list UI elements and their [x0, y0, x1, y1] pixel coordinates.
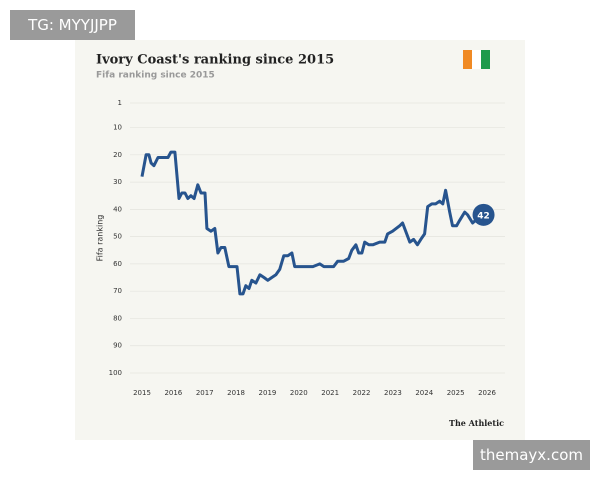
chart-card — [75, 40, 525, 440]
y-tick-label: 20 — [113, 151, 122, 159]
end-label: 42 — [477, 211, 490, 221]
y-tick-label: 1 — [118, 99, 122, 107]
y-tick-label: 30 — [113, 178, 122, 186]
chart: Ivory Coast's ranking since 2015 Fifa ra… — [75, 40, 525, 440]
y-tick-label: 70 — [113, 287, 122, 295]
x-tick-label: 2022 — [353, 389, 371, 397]
x-tick-label: 2015 — [133, 389, 151, 397]
x-tick-label: 2018 — [227, 389, 245, 397]
x-tick-label: 2019 — [259, 389, 277, 397]
line — [140, 150, 485, 296]
y-tick-label: 100 — [109, 369, 122, 377]
y-tick-label: 10 — [113, 124, 122, 132]
flag — [463, 50, 490, 69]
y-axis-label: Fifa ranking — [96, 215, 105, 262]
chart-title: Ivory Coast's ranking since 2015 — [96, 53, 334, 68]
x-tick-label: 2021 — [321, 389, 339, 397]
watermark: TG: MYYJJPP — [10, 10, 135, 40]
end-marker — [472, 203, 495, 226]
x-tick-label: 2023 — [384, 389, 402, 397]
source: The Athletic — [449, 418, 504, 428]
chart-subtitle: Fifa ranking since 2015 — [96, 71, 215, 81]
y-tick-label: 80 — [113, 314, 122, 322]
x-tick-label: 2017 — [196, 389, 214, 397]
x-tick-label: 2025 — [447, 389, 465, 397]
y-tick-label: 90 — [113, 342, 122, 350]
x-tick-label: 2024 — [415, 389, 433, 397]
y-tick-label: 60 — [113, 260, 122, 268]
x-tick-label: 2026 — [478, 389, 496, 397]
watermark: themayx.com — [473, 440, 590, 470]
x-tick-label: 2016 — [164, 389, 182, 397]
y-tick-label: 40 — [113, 205, 122, 213]
x-tick-label: 2020 — [290, 389, 308, 397]
y-tick-label: 50 — [113, 233, 122, 241]
